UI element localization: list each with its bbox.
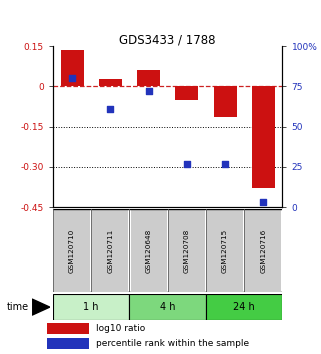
Point [146, 88, 151, 94]
Bar [53, 294, 129, 320]
Text: time: time [6, 302, 29, 312]
Text: GSM120710: GSM120710 [69, 228, 75, 273]
Point [261, 199, 266, 205]
Text: log10 ratio: log10 ratio [96, 324, 145, 333]
Polygon shape [32, 299, 50, 315]
Text: 1 h: 1 h [83, 302, 99, 312]
Bar [245, 210, 281, 291]
Text: GSM120711: GSM120711 [107, 228, 113, 273]
Point [184, 161, 189, 166]
Text: GSM120708: GSM120708 [184, 228, 190, 273]
Bar [175, 86, 198, 100]
Bar [214, 86, 237, 117]
Text: GSM120648: GSM120648 [146, 228, 152, 273]
Text: GSM120716: GSM120716 [260, 228, 266, 273]
Title: GDS3433 / 1788: GDS3433 / 1788 [119, 33, 216, 46]
Bar [206, 294, 282, 320]
Bar [47, 324, 89, 334]
Bar [61, 50, 83, 86]
Bar [54, 210, 90, 291]
Bar [92, 210, 128, 291]
Text: percentile rank within the sample: percentile rank within the sample [96, 339, 249, 348]
Bar [137, 70, 160, 86]
Bar [207, 210, 243, 291]
Bar [252, 86, 275, 188]
Bar [99, 79, 122, 86]
Bar [131, 210, 167, 291]
Text: 4 h: 4 h [160, 302, 176, 312]
Bar [47, 338, 89, 349]
Point [108, 106, 113, 112]
Point [70, 75, 75, 81]
Point [222, 161, 228, 166]
Text: GSM120715: GSM120715 [222, 228, 228, 273]
Bar [129, 294, 206, 320]
Bar [169, 210, 205, 291]
Text: 24 h: 24 h [233, 302, 255, 312]
